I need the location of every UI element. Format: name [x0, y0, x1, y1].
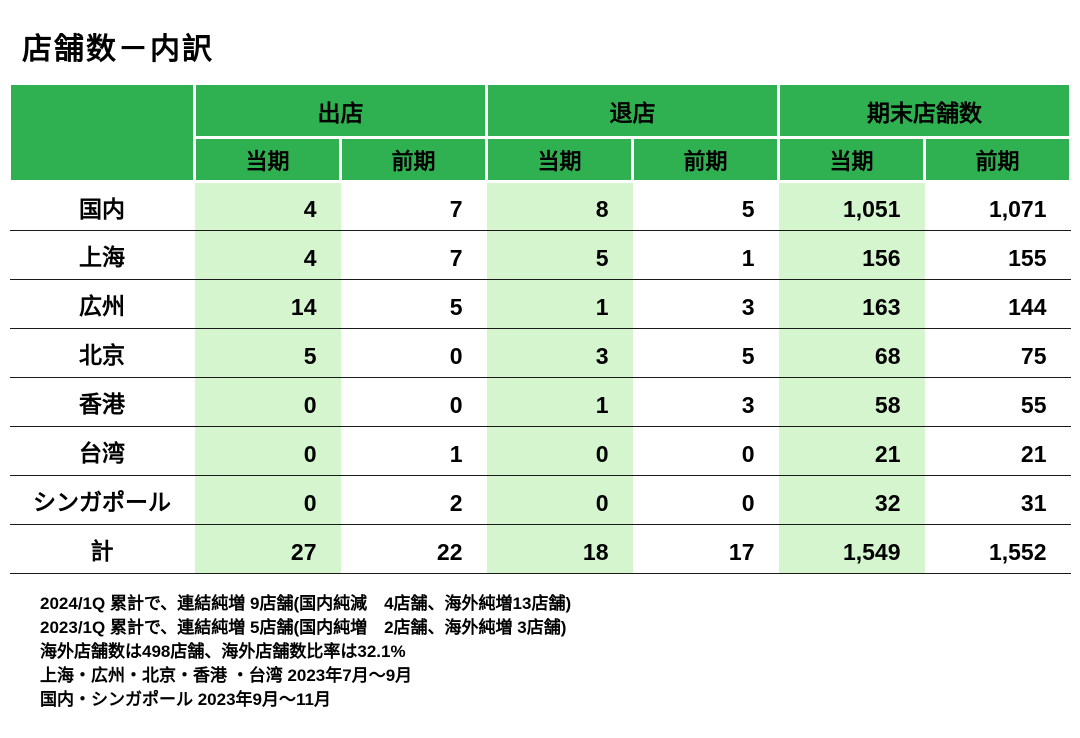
cell-value: 4: [194, 181, 341, 231]
table-row: 国内 4 7 8 5 1,051 1,071: [9, 181, 1071, 231]
sub-header-previous: 前期: [923, 136, 1072, 183]
note-line: 海外店舗数は498店舗、海外店舗数比率は32.1%: [40, 642, 406, 661]
note-line: 2023/1Q 累計で、連結純増 5店舗(国内純増 2店舗、海外純増 3店舗): [40, 618, 567, 637]
cell-value: 155: [924, 230, 1071, 280]
sub-header-current: 当期: [193, 136, 342, 183]
cell-value: 3: [632, 377, 779, 427]
cell-value: 68: [778, 328, 925, 378]
row-label: シンガポール: [9, 475, 195, 525]
cell-value: 21: [778, 426, 925, 476]
cell-value: 0: [632, 426, 779, 476]
row-label: 台湾: [9, 426, 195, 476]
row-label: 広州: [9, 279, 195, 329]
cell-value: 1,549: [778, 524, 925, 574]
page-title: 店舗数－内訳: [22, 33, 214, 66]
cell-value: 163: [778, 279, 925, 329]
cell-value: 2: [340, 475, 487, 525]
cell-value: 5: [340, 279, 487, 329]
row-label: 上海: [9, 230, 195, 280]
cell-value: 0: [632, 475, 779, 525]
cell-value: 18: [486, 524, 633, 574]
sub-header-current: 当期: [485, 136, 634, 183]
cell-value: 5: [194, 328, 341, 378]
cell-value: 1,552: [924, 524, 1071, 574]
cell-value: 8: [486, 181, 633, 231]
cell-value: 32: [778, 475, 925, 525]
note-line: 国内・シンガポール 2023年9月～11月: [40, 690, 331, 709]
row-label: 国内: [9, 181, 195, 231]
cell-value: 0: [340, 377, 487, 427]
cell-value: 144: [924, 279, 1071, 329]
row-label: 香港: [9, 377, 195, 427]
table-row: シンガポール 0 2 0 0 32 31: [9, 475, 1071, 525]
corner-cell: [8, 82, 196, 183]
cell-value: 3: [632, 279, 779, 329]
cell-value: 5: [632, 328, 779, 378]
col-group-closings: 退店: [485, 82, 780, 139]
cell-value: 17: [632, 524, 779, 574]
cell-value: 0: [486, 475, 633, 525]
cell-value: 5: [486, 230, 633, 280]
table-body: 国内 4 7 8 5 1,051 1,071 上海 4 7 5 1 156 15…: [9, 181, 1071, 574]
footnotes: 2024/1Q 累計で、連結純増 9店舗(国内純減 4店舗、海外純増13店舗) …: [40, 592, 1080, 712]
cell-value: 0: [486, 426, 633, 476]
cell-value: 1: [486, 279, 633, 329]
table-row-total: 計 27 22 18 17 1,549 1,552: [9, 524, 1071, 574]
cell-value: 21: [924, 426, 1071, 476]
cell-value: 55: [924, 377, 1071, 427]
cell-value: 0: [194, 475, 341, 525]
sub-header-current: 当期: [777, 136, 926, 183]
row-label: 北京: [9, 328, 195, 378]
cell-value: 31: [924, 475, 1071, 525]
cell-value: 27: [194, 524, 341, 574]
cell-value: 0: [340, 328, 487, 378]
cell-value: 7: [340, 230, 487, 280]
col-group-openings: 出店: [193, 82, 488, 139]
sub-header-previous: 前期: [339, 136, 488, 183]
store-count-table: 出店 退店 期末店舗数 当期 前期 当期 前期 当期 前期 国内 4 7 8 5…: [8, 82, 1072, 574]
table-row: 北京 5 0 3 5 68 75: [9, 328, 1071, 378]
cell-value: 7: [340, 181, 487, 231]
cell-value: 0: [194, 426, 341, 476]
cell-value: 75: [924, 328, 1071, 378]
cell-value: 1: [486, 377, 633, 427]
table-row: 広州 14 5 1 3 163 144: [9, 279, 1071, 329]
cell-value: 4: [194, 230, 341, 280]
cell-value: 14: [194, 279, 341, 329]
cell-value: 156: [778, 230, 925, 280]
note-line: 上海・広州・北京・香港 ・台湾 2023年7月～9月: [40, 666, 413, 685]
cell-value: 1: [340, 426, 487, 476]
cell-value: 1,051: [778, 181, 925, 231]
table-row: 台湾 0 1 0 0 21 21: [9, 426, 1071, 476]
sub-header-previous: 前期: [631, 136, 780, 183]
cell-value: 1,071: [924, 181, 1071, 231]
cell-value: 0: [194, 377, 341, 427]
cell-value: 1: [632, 230, 779, 280]
table-row: 香港 0 0 1 3 58 55: [9, 377, 1071, 427]
note-line: 2024/1Q 累計で、連結純増 9店舗(国内純減 4店舗、海外純増13店舗): [40, 594, 572, 613]
col-group-period-end: 期末店舗数: [777, 82, 1072, 139]
cell-value: 5: [632, 181, 779, 231]
cell-value: 3: [486, 328, 633, 378]
table-row: 上海 4 7 5 1 156 155: [9, 230, 1071, 280]
cell-value: 58: [778, 377, 925, 427]
cell-value: 22: [340, 524, 487, 574]
row-label-total: 計: [9, 524, 195, 574]
table-header: 出店 退店 期末店舗数 当期 前期 当期 前期 当期 前期: [8, 82, 1072, 183]
